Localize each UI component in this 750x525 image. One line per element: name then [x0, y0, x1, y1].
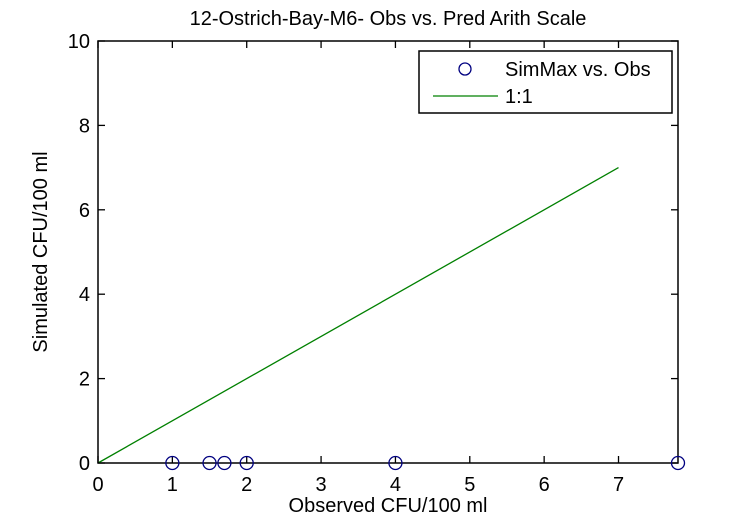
data-point-marker [165, 455, 180, 471]
x-tick-label: 1 [167, 474, 178, 496]
data-point-marker [388, 455, 403, 471]
x-axis-ticks: 0 1 2 3 4 5 6 7 [92, 41, 624, 496]
y-tick-label: 4 [79, 284, 90, 306]
x-tick-label: 0 [92, 474, 103, 496]
x-tick-label: 3 [316, 474, 327, 496]
y-tick-label: 0 [79, 453, 90, 475]
scatter-series-group [165, 455, 686, 471]
x-tick-label: 2 [241, 474, 252, 496]
data-point-marker [670, 455, 686, 471]
legend: SimMax vs. Obs 1:1 [418, 50, 673, 114]
y-tick-label: 6 [79, 200, 90, 222]
legend-entry-scatter-label: SimMax vs. Obs [505, 59, 651, 81]
x-tick-label: 7 [613, 474, 624, 496]
data-point-marker [239, 455, 254, 471]
data-point-marker [217, 455, 232, 471]
x-tick-label: 4 [390, 474, 401, 496]
line-series-group [97, 167, 619, 464]
y-tick-label: 2 [79, 369, 90, 391]
plot-border [97, 40, 679, 464]
x-tick-label: 5 [464, 474, 475, 496]
y-tick-label: 10 [68, 31, 90, 53]
legend-entry-line-label: 1:1 [505, 86, 533, 108]
x-tick-label: 6 [539, 474, 550, 496]
one-to-one-line [97, 167, 619, 464]
data-point-marker [202, 455, 217, 471]
y-axis-label: Simulated CFU/100 ml [30, 151, 52, 352]
y-axis-ticks: 0 2 4 6 8 10 [68, 31, 678, 475]
legend-box [418, 50, 673, 114]
legend-scatter-marker-icon [458, 62, 472, 76]
chart-title: 12-Ostrich-Bay-M6- Obs vs. Pred Arith Sc… [190, 8, 587, 30]
x-axis-label: Observed CFU/100 ml [289, 495, 488, 517]
y-tick-label: 8 [79, 115, 90, 137]
